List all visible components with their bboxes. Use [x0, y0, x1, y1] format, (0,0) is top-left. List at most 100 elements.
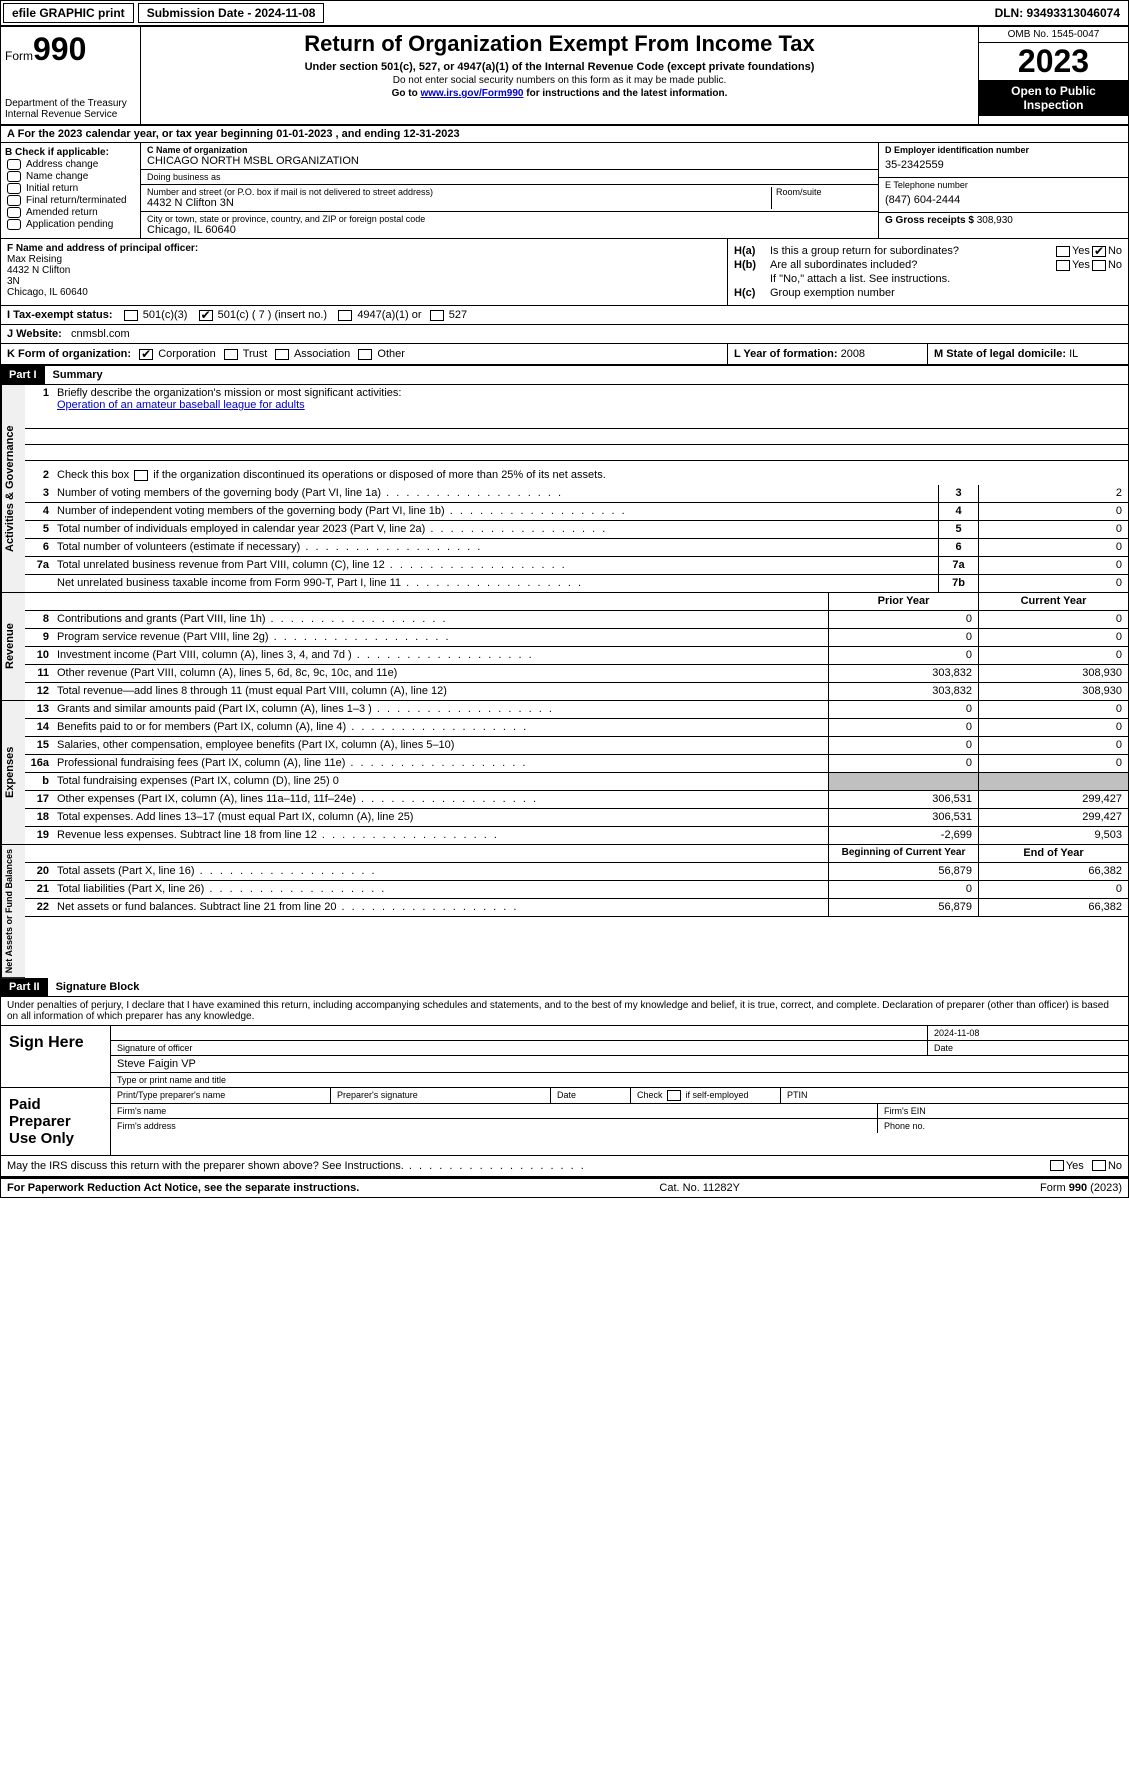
officer-name: Max Reising — [7, 254, 721, 265]
l13-prior: 0 — [828, 701, 978, 718]
may-irs-no-chk[interactable] — [1092, 1160, 1106, 1171]
l7a-desc: Total unrelated business revenue from Pa… — [53, 557, 938, 574]
k-cell: K Form of organization: Corporation Trus… — [1, 344, 728, 364]
l14-curr: 0 — [978, 719, 1128, 736]
paid-prep-row: Paid Preparer Use Only Print/Type prepar… — [1, 1088, 1128, 1156]
sign-here-label: Sign Here — [1, 1026, 111, 1087]
chk-initial-return[interactable]: Initial return — [5, 183, 136, 194]
mission-blank1 — [25, 413, 1128, 429]
i-527: 527 — [449, 309, 467, 321]
l4-desc: Number of independent voting members of … — [53, 503, 938, 520]
line10: 10Investment income (Part VIII, column (… — [25, 647, 1128, 665]
chk-assoc[interactable] — [275, 349, 289, 360]
row-a-text: For the 2023 calendar year, or tax year … — [18, 128, 460, 140]
officer-addr3: Chicago, IL 60640 — [7, 287, 721, 298]
hb-note-line: If "No," attach a list. See instructions… — [734, 273, 1122, 285]
header-center: Return of Organization Exempt From Incom… — [141, 27, 978, 124]
prep-date-label: Date — [551, 1088, 631, 1103]
chk-app-pending[interactable]: Application pending — [5, 219, 136, 230]
submission-date-button[interactable]: Submission Date - 2024-11-08 — [138, 3, 325, 23]
l17-prior: 306,531 — [828, 791, 978, 808]
l19-desc: Revenue less expenses. Subtract line 18 … — [53, 827, 828, 844]
sig-officer-label: Signature of officer — [111, 1041, 928, 1055]
hdr-prior: Prior Year — [828, 593, 978, 610]
dba-cell: Doing business as — [141, 170, 878, 185]
col-d: D Employer identification number 35-2342… — [878, 143, 1128, 238]
chk-name-change[interactable]: Name change — [5, 171, 136, 182]
l12-prior: 303,832 — [828, 683, 978, 700]
chk-527[interactable] — [430, 310, 444, 321]
i-4947: 4947(a)(1) or — [357, 309, 421, 321]
line2: 2 Check this box if the organization dis… — [25, 467, 1128, 485]
l19-prior: -2,699 — [828, 827, 978, 844]
firm-phone-label: Phone no. — [878, 1119, 1128, 1133]
chk-self-employed[interactable] — [667, 1090, 681, 1101]
ein-label: D Employer identification number — [885, 145, 1122, 155]
l18-curr: 299,427 — [978, 809, 1128, 826]
opt-name: Name change — [26, 171, 88, 182]
net-body: Beginning of Current Year End of Year 20… — [25, 845, 1128, 978]
row-klm: K Form of organization: Corporation Trus… — [1, 344, 1128, 366]
efile-print-button[interactable]: efile GRAPHIC print — [3, 3, 134, 23]
ha-yes-chk[interactable] — [1056, 246, 1070, 257]
chk-discontinued[interactable] — [134, 470, 148, 481]
activities-block: Activities & Governance 1 Briefly descri… — [1, 385, 1128, 593]
rev-header: Prior Year Current Year — [25, 593, 1128, 611]
line6: 6Total number of volunteers (estimate if… — [25, 539, 1128, 557]
l22-prior: 56,879 — [828, 899, 978, 916]
chk-final-return[interactable]: Final return/terminated — [5, 195, 136, 206]
goto-pre: Go to — [392, 88, 421, 99]
line11: 11Other revenue (Part VIII, column (A), … — [25, 665, 1128, 683]
chk-amended[interactable]: Amended return — [5, 207, 136, 218]
line5: 5Total number of individuals employed in… — [25, 521, 1128, 539]
part2-header: Part II — [1, 978, 48, 996]
chk-corp[interactable] — [139, 349, 153, 360]
l13-desc: Grants and similar amounts paid (Part IX… — [53, 701, 828, 718]
line16a: 16aProfessional fundraising fees (Part I… — [25, 755, 1128, 773]
chk-501c3[interactable] — [124, 310, 138, 321]
may-irs-no: No — [1108, 1160, 1122, 1172]
officer-name-val: Steve Faigin VP — [111, 1056, 1128, 1072]
i-501c3: 501(c)(3) — [143, 309, 188, 321]
section-bcd: B Check if applicable: Address change Na… — [1, 143, 1128, 239]
side-revenue: Revenue — [1, 593, 25, 701]
chk-501c[interactable] — [199, 310, 213, 321]
dln-label: DLN: 93493313046074 — [987, 4, 1128, 22]
paid-body: Print/Type preparer's name Preparer's si… — [111, 1088, 1128, 1155]
line7a: 7aTotal unrelated business revenue from … — [25, 557, 1128, 575]
sig-line-1: 2024-11-08 — [111, 1026, 1128, 1041]
sig-line-4: Type or print name and title — [111, 1073, 1128, 1087]
irs-link[interactable]: www.irs.gov/Form990 — [420, 88, 523, 99]
side-governance: Activities & Governance — [1, 385, 25, 593]
may-irs-yes-chk[interactable] — [1050, 1160, 1064, 1171]
hb-yes-chk[interactable] — [1056, 260, 1070, 271]
rev-body: Prior Year Current Year 8Contributions a… — [25, 593, 1128, 701]
chk-address-change[interactable]: Address change — [5, 159, 136, 170]
dba-label: Doing business as — [147, 172, 872, 182]
row-i: I Tax-exempt status: 501(c)(3) 501(c) ( … — [1, 306, 1128, 325]
line13: 13Grants and similar amounts paid (Part … — [25, 701, 1128, 719]
line20: 20Total assets (Part X, line 16)56,87966… — [25, 863, 1128, 881]
mission-blank2 — [25, 429, 1128, 445]
chk-4947[interactable] — [338, 310, 352, 321]
sign-here-row: Sign Here 2024-11-08 Signature of office… — [1, 1026, 1128, 1088]
l21-curr: 0 — [978, 881, 1128, 898]
l22-desc: Net assets or fund balances. Subtract li… — [53, 899, 828, 916]
l10-desc: Investment income (Part VIII, column (A)… — [53, 647, 828, 664]
ha-no-chk[interactable] — [1092, 246, 1106, 257]
l14-desc: Benefits paid to or for members (Part IX… — [53, 719, 828, 736]
opt-initial: Initial return — [26, 183, 78, 194]
hb-no-chk[interactable] — [1092, 260, 1106, 271]
l9-desc: Program service revenue (Part VIII, line… — [53, 629, 828, 646]
city-value: Chicago, IL 60640 — [147, 224, 872, 236]
officer-label: F Name and address of principal officer: — [7, 243, 721, 254]
l1-value: Operation of an amateur baseball league … — [57, 399, 305, 411]
prep-line-2: Firm's name Firm's EIN — [111, 1104, 1128, 1119]
chk-trust[interactable] — [224, 349, 238, 360]
prep-line-1: Print/Type preparer's name Preparer's si… — [111, 1088, 1128, 1104]
l21-desc: Total liabilities (Part X, line 26) — [53, 881, 828, 898]
chk-other[interactable] — [358, 349, 372, 360]
l17-curr: 299,427 — [978, 791, 1128, 808]
row-a-taxyear: A For the 2023 calendar year, or tax yea… — [1, 126, 1128, 143]
line15: 15Salaries, other compensation, employee… — [25, 737, 1128, 755]
